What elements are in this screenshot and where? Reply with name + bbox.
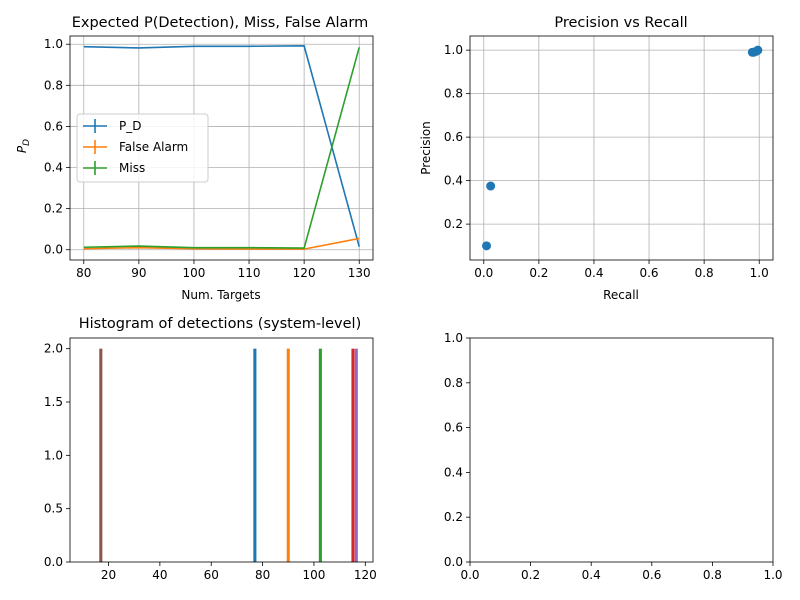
plot-area: 0.0 0.2 0.4 0.6 0.8 1.0 0.0 0.2 0.4 0.6 0.8 1.0 xyxy=(444,331,783,582)
histogram-bar xyxy=(318,348,322,562)
axes-frame xyxy=(69,35,374,261)
y-tick-label: 1.0 xyxy=(444,331,463,345)
x-tick-label: 80 xyxy=(255,568,270,582)
legend-entry: False Alarm xyxy=(119,140,188,154)
subplot-empty: 0.0 0.2 0.4 0.6 0.8 1.0 0.0 0.2 0.4 0.6 0.8 1.0 xyxy=(444,331,783,582)
scatter-point xyxy=(482,241,492,251)
axes-frame xyxy=(469,337,774,563)
subplot-title: Histogram of detections (system-level) xyxy=(79,316,362,332)
scatter-point xyxy=(486,181,496,191)
x-tick-label: 0.4 xyxy=(584,266,603,280)
x-tick-label: 20 xyxy=(101,568,116,582)
x-tick-label: 0.6 xyxy=(642,568,661,582)
y-axis-label: Precision xyxy=(419,121,433,175)
subplot-title: Expected P(Detection), Miss, False Alarm xyxy=(72,15,369,31)
scatter-point xyxy=(753,45,763,55)
y-tick-label: 0.5 xyxy=(44,502,63,516)
axes-frame xyxy=(469,35,774,261)
y-tick-label: 0.6 xyxy=(44,119,63,133)
x-tick-label: 0.8 xyxy=(703,568,722,582)
x-tick-label: 60 xyxy=(204,568,219,582)
y-tick-label: 0.6 xyxy=(444,421,463,435)
legend-entry: Miss xyxy=(119,161,145,175)
marks xyxy=(482,45,763,251)
marks xyxy=(83,45,361,250)
legend-entry: P_D xyxy=(119,119,141,133)
y-axis-label: PD xyxy=(15,139,32,153)
y-tick-label: 0.8 xyxy=(44,78,63,92)
legend: P_D False Alarm Miss xyxy=(76,113,209,183)
subplot-precision-recall: Precision vs Recall 0.0 0.2 0.4 0.6 0.8 1.00.… xyxy=(419,15,774,302)
y-tick-label: 1.5 xyxy=(44,395,63,409)
x-tick-label: 80 xyxy=(76,266,91,280)
subplot-detection-rates: Expected P(Detection), Miss, False Alarm… xyxy=(15,15,374,302)
series-line-0 xyxy=(83,45,361,247)
y-tick-label: 0.4 xyxy=(44,161,63,175)
y-tick-label: 0.0 xyxy=(44,243,63,257)
y-tick-label: 0.8 xyxy=(444,87,463,101)
y-tick-label: 1.0 xyxy=(44,37,63,51)
x-tick-label: 120 xyxy=(354,568,377,582)
y-tick-label: 0.0 xyxy=(444,555,463,569)
x-tick-label: 120 xyxy=(293,266,316,280)
x-tick-label: 1.0 xyxy=(763,568,782,582)
x-axis-label: Recall xyxy=(603,288,639,302)
y-tick-label: 0.4 xyxy=(444,174,463,188)
plot-area: 0.0 0.2 0.4 0.6 0.8 1.0 0.2 0.4 0.6 0.8 1.0 xyxy=(444,35,774,280)
x-tick-label: 0.6 xyxy=(639,266,658,280)
y-tick-label: 0.2 xyxy=(44,202,63,216)
x-tick-label: 1.0 xyxy=(750,266,769,280)
y-tick-label: 0.0 xyxy=(44,555,63,569)
histogram-bar xyxy=(286,348,290,562)
y-tick-label: 0.4 xyxy=(444,465,463,479)
histogram-bar xyxy=(99,348,103,562)
x-tick-label: 0.0 xyxy=(474,266,493,280)
x-tick-label: 90 xyxy=(131,266,146,280)
series-line-1 xyxy=(83,237,360,250)
y-tick-label: 0.2 xyxy=(444,217,463,231)
marks xyxy=(99,348,358,562)
y-tick-label: 0.6 xyxy=(444,130,463,144)
x-tick-label: 100 xyxy=(302,568,325,582)
x-tick-label: 0.2 xyxy=(529,266,548,280)
x-axis-label: Num. Targets xyxy=(181,288,260,302)
y-tick-label: 1.0 xyxy=(444,43,463,57)
x-tick-label: 40 xyxy=(152,568,167,582)
histogram-bar xyxy=(354,348,358,562)
x-tick-label: 0.0 xyxy=(460,568,479,582)
x-tick-label: 130 xyxy=(348,266,371,280)
x-tick-label: 100 xyxy=(183,266,206,280)
x-tick-label: 0.4 xyxy=(582,568,601,582)
plot-area: 80 90 100 110 120 130 0.0 0.2 0.4 0.6 0.8 1.0 P_D Fal… xyxy=(44,35,374,280)
histogram-bar xyxy=(351,348,355,562)
series-line-2 xyxy=(83,47,361,249)
subplot-title: Precision vs Recall xyxy=(554,15,687,31)
y-tick-label: 0.8 xyxy=(444,376,463,390)
axes-frame xyxy=(69,337,374,563)
y-tick-label: 0.2 xyxy=(444,510,463,524)
plot-area: 20 40 60 80 100 120 0.0 0.5 1.0 1.5 2.0 xyxy=(44,337,377,582)
subplot-histogram: Histogram of detections (system-level) 2… xyxy=(44,316,377,582)
x-tick-label: 0.2 xyxy=(521,568,540,582)
y-tick-label: 1.0 xyxy=(44,448,63,462)
legend-frame xyxy=(76,113,209,183)
x-tick-label: 0.8 xyxy=(695,266,714,280)
x-tick-label: 110 xyxy=(238,266,261,280)
histogram-bar xyxy=(253,348,257,562)
y-tick-label: 2.0 xyxy=(44,342,63,356)
